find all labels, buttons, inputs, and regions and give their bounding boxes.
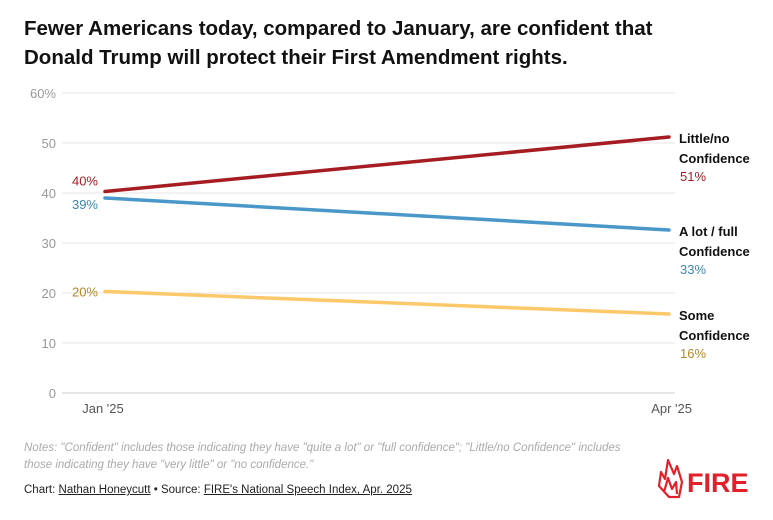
author-link[interactable]: Nathan Honeycutt <box>58 484 151 496</box>
chart-title: Fewer Americans today, compared to Janua… <box>24 14 754 72</box>
chart-title-line-1: Fewer Americans today, compared to Janua… <box>24 17 653 40</box>
series-name-1-line-1: Confidence <box>679 244 750 259</box>
flame-icon <box>657 458 684 499</box>
series-name-2-line-1: Confidence <box>679 328 750 343</box>
y-tick-label-10: 10 <box>42 336 56 351</box>
credit-separator: • Source: <box>150 484 204 496</box>
source-link[interactable]: FIRE's National Speech Index, Apr. 2025 <box>203 484 412 496</box>
y-tick-label-60: 60% <box>30 86 56 101</box>
end-label-0: 51% <box>680 169 706 184</box>
line-chart: 0 10 20 30 40 50 60% Jan '25 Apr '25 40% 39% 20% Lit… <box>30 86 750 416</box>
chart-credit: Chart: Nathan Honeycutt • Source: FIRE's… <box>24 484 412 496</box>
fire-logo-text: FIRE <box>687 468 749 498</box>
start-label-1: 39% <box>72 197 98 212</box>
start-label-0: 40% <box>72 174 98 189</box>
y-tick-label-20: 20 <box>42 286 56 301</box>
series-name-0-line-1: Confidence <box>679 151 750 166</box>
fire-logo: FIRE <box>657 458 749 499</box>
series-name-1-line-0: A lot / full <box>679 224 738 239</box>
end-label-1: 33% <box>680 262 706 277</box>
x-tick-label-0: Jan '25 <box>82 401 124 416</box>
y-tick-label-0: 0 <box>49 386 56 401</box>
series-line-2 <box>103 289 671 316</box>
end-label-2: 16% <box>680 346 706 361</box>
y-tick-label-40: 40 <box>42 186 56 201</box>
start-label-2: 20% <box>72 285 98 300</box>
x-tick-label-1: Apr '25 <box>651 401 692 416</box>
series-name-2-line-0: Some <box>679 308 714 323</box>
series-line-0 <box>103 135 671 194</box>
series-name-0-line-0: Little/no <box>679 131 730 146</box>
credit-prefix: Chart: <box>24 484 59 496</box>
chart-title-line-2: Donald Trump will protect their First Am… <box>24 46 568 69</box>
y-tick-label-30: 30 <box>42 236 56 251</box>
series-line-1 <box>103 196 671 232</box>
y-tick-label-50: 50 <box>42 136 56 151</box>
chart-notes: Notes: "Confident" includes those indica… <box>24 442 621 471</box>
